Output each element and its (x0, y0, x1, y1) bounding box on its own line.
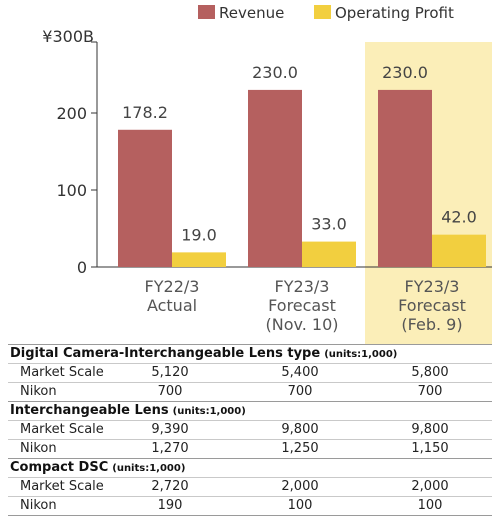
bar-operating-profit-1 (302, 241, 356, 267)
cell-value: 5,800 (411, 365, 449, 380)
table-row: Nikon 700 700 700 (8, 382, 492, 401)
cell-value: 1,150 (411, 441, 449, 456)
row-label: Nikon (20, 441, 57, 456)
table-row: Market Scale 2,720 2,000 2,000 (8, 477, 492, 496)
table-section-interchangeable-camera: Digital Camera-Interchangeable Lens type… (8, 344, 492, 401)
table-row: Nikon 190 100 100 (8, 496, 492, 515)
row-label: Nikon (20, 498, 57, 513)
category-label-2-1: Forecast (398, 296, 466, 315)
cell-value: 9,800 (281, 422, 319, 437)
bar-chart: Revenue Operating Profit 0 100 200 ¥300B 178.2… (42, 4, 492, 344)
row-label: Market Scale (20, 365, 104, 380)
bar-revenue-0 (118, 129, 172, 267)
cell-value: 2,000 (281, 479, 319, 494)
data-label-revenue-1: 230.0 (252, 63, 298, 82)
cell-value: 1,270 (151, 441, 189, 456)
y-tick-label-0: 0 (77, 258, 87, 277)
cell-value: 190 (157, 498, 183, 513)
row-label: Nikon (20, 384, 57, 399)
category-label-1-0: FY23/3 (275, 277, 330, 296)
y-unit-label: ¥300B (42, 27, 94, 46)
table-section-compact-dsc: Compact DSC (units:1,000) Market Scale 2,… (8, 458, 492, 515)
cell-value: 100 (417, 498, 443, 513)
cell-value: 5,120 (151, 365, 189, 380)
section-units: (units:1,000) (172, 406, 246, 417)
section-title: Compact DSC (units:1,000) (10, 460, 186, 475)
table-row: Nikon 1,270 1,250 1,150 (8, 439, 492, 458)
section-units: (units:1,000) (324, 349, 398, 360)
category-label-0-0: FY22/3 (145, 277, 200, 296)
table-row: Market Scale 5,120 5,400 5,800 (8, 363, 492, 382)
bar-operating-profit-2 (432, 234, 486, 267)
legend-swatch-0 (198, 5, 215, 19)
category-label-0-1: Actual (147, 296, 197, 315)
cell-value: 2,720 (151, 479, 189, 494)
data-label-revenue-0: 178.2 (122, 103, 168, 122)
y-tick-label-1: 100 (56, 181, 87, 200)
unit-table: Digital Camera-Interchangeable Lens type… (8, 344, 492, 516)
bar-revenue-2 (378, 89, 432, 268)
section-title: Digital Camera-Interchangeable Lens type… (10, 346, 398, 361)
data-label-operating-profit-2: 42.0 (441, 208, 477, 227)
bar-revenue-1 (248, 89, 302, 268)
data-label-operating-profit-0: 19.0 (181, 225, 217, 244)
category-label-2-2: (Feb. 9) (401, 315, 462, 334)
data-label-revenue-2: 230.0 (382, 63, 428, 82)
row-label: Market Scale (20, 422, 104, 437)
category-label-2-0: FY23/3 (405, 277, 460, 296)
bar-operating-profit-0 (172, 252, 226, 267)
cell-value: 5,400 (281, 365, 319, 380)
section-units: (units:1,000) (112, 463, 186, 474)
category-label-1-1: Forecast (268, 296, 336, 315)
cell-value: 100 (287, 498, 313, 513)
table-row: Market Scale 9,390 9,800 9,800 (8, 420, 492, 439)
cell-value: 9,800 (411, 422, 449, 437)
table-section-interchangeable-lens: Interchangeable Lens (units:1,000) Market… (8, 401, 492, 458)
legend-label-1: Operating Profit (335, 4, 454, 22)
cell-value: 700 (157, 384, 183, 399)
cell-value: 1,250 (281, 441, 319, 456)
cell-value: 700 (417, 384, 443, 399)
data-label-operating-profit-1: 33.0 (311, 215, 347, 234)
category-label-1-2: (Nov. 10) (266, 315, 339, 334)
legend-label-0: Revenue (219, 4, 284, 22)
cell-value: 9,390 (151, 422, 189, 437)
legend-swatch-1 (314, 5, 331, 19)
cell-value: 2,000 (411, 479, 449, 494)
section-title: Interchangeable Lens (units:1,000) (10, 403, 246, 418)
y-tick-label-2: 200 (56, 104, 87, 123)
cell-value: 700 (287, 384, 313, 399)
row-label: Market Scale (20, 479, 104, 494)
